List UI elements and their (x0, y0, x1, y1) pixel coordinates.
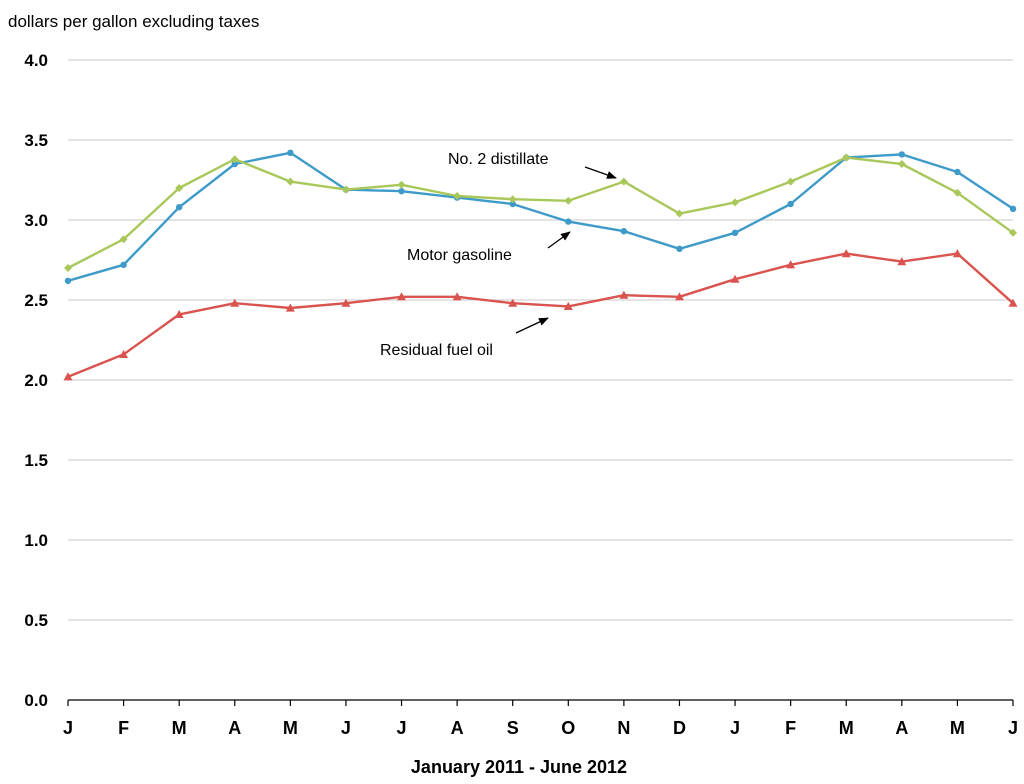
data-point (64, 264, 72, 272)
x-tick-label: O (561, 718, 575, 738)
data-point (453, 192, 462, 200)
series-line-residual-fuel-oil (67, 252, 1014, 378)
y-axis-ticks: 0.0 0.5 1.0 1.5 2.0 2.5 3.0 3.5 4.0 (24, 51, 48, 710)
x-tick-label: A (228, 718, 241, 738)
x-tick-label: S (507, 718, 519, 738)
y-tick-label: 3.0 (24, 211, 48, 230)
annotation-arrow (547, 231, 571, 249)
data-point (341, 298, 351, 307)
data-point (952, 249, 962, 258)
y-tick-label: 1.0 (24, 531, 48, 550)
x-tick-label: M (950, 718, 965, 738)
x-tick-label: J (341, 718, 351, 738)
data-point (509, 200, 516, 208)
data-point (230, 155, 239, 164)
data-point (287, 149, 294, 156)
data-point (841, 249, 851, 258)
data-point (563, 301, 573, 310)
series-no-2-distillate (64, 153, 1017, 272)
y-tick-label: 2.5 (24, 291, 48, 310)
data-point (565, 218, 572, 225)
x-tick-label: F (785, 718, 796, 738)
x-tick-label: J (397, 718, 407, 738)
data-point (1009, 228, 1017, 237)
annotation-label: Residual fuel oil (380, 342, 493, 359)
annotation-arrow (584, 166, 617, 179)
series-residual-fuel-oil (63, 249, 1018, 381)
data-point (397, 180, 406, 189)
x-tick-label: M (172, 718, 187, 738)
data-point (230, 298, 240, 307)
x-axis-label: January 2011 - June 2012 (411, 757, 627, 777)
data-point (508, 195, 517, 204)
data-point (620, 228, 628, 235)
x-tick-label: J (1008, 718, 1018, 738)
data-point (897, 160, 906, 168)
data-point (786, 177, 795, 186)
data-point (120, 261, 127, 268)
data-point (175, 204, 183, 211)
y-tick-label: 0.0 (24, 691, 48, 710)
y-tick-label: 1.5 (24, 451, 48, 470)
series-line-no-2-distillate (67, 156, 1014, 270)
data-point (231, 160, 238, 168)
data-point (897, 257, 907, 266)
data-point (398, 188, 405, 195)
annotation-label: No. 2 distillate (448, 151, 549, 168)
annotation-arrow (515, 317, 549, 334)
data-point (731, 198, 740, 207)
x-tick-label: A (895, 718, 908, 738)
x-tick-label: J (730, 718, 740, 738)
data-point (842, 153, 851, 162)
data-point (286, 177, 295, 186)
data-point (285, 303, 295, 312)
annotation-label: Motor gasoline (407, 247, 512, 264)
data-point (1009, 205, 1017, 212)
data-point (564, 196, 573, 205)
data-point (619, 177, 628, 186)
data-point (787, 200, 794, 208)
y-tick-label: 2.0 (24, 371, 48, 390)
y-tick-label: 3.5 (24, 131, 48, 150)
data-point (676, 245, 683, 252)
data-point (119, 235, 128, 244)
data-point (119, 349, 129, 358)
y-tick-label: 4.0 (24, 51, 48, 70)
x-tick-label: M (283, 718, 298, 738)
data-point (619, 290, 629, 299)
data-point (397, 292, 407, 301)
data-point (508, 298, 518, 307)
x-tick-label: A (451, 718, 464, 738)
data-point (174, 309, 184, 318)
series-line-motor-gasoline (67, 151, 1014, 282)
data-point (64, 277, 72, 284)
y-tick-label: 0.5 (24, 611, 48, 630)
data-point (954, 168, 961, 176)
data-point (1008, 298, 1018, 307)
data-point (675, 209, 684, 218)
data-point (786, 260, 796, 269)
data-point (730, 274, 740, 283)
data-point (731, 229, 739, 236)
x-tick-label: N (617, 718, 630, 738)
x-tick-label: J (63, 718, 73, 738)
series-layer (63, 149, 1018, 381)
gridlines (68, 59, 1013, 621)
data-point (898, 151, 906, 158)
x-tick-label: M (839, 718, 854, 738)
data-point (953, 188, 962, 197)
series-motor-gasoline (64, 149, 1017, 284)
x-tick-label: F (118, 718, 129, 738)
x-tick-label: D (673, 718, 686, 738)
data-point (452, 292, 462, 301)
data-point (674, 292, 684, 301)
annotations-layer: No. 2 distillate Motor gasoline Residual f… (380, 151, 617, 359)
data-point (341, 185, 350, 194)
data-point (175, 184, 184, 192)
unit-label: dollars per gallon excluding taxes (8, 12, 259, 31)
data-point (63, 372, 73, 381)
